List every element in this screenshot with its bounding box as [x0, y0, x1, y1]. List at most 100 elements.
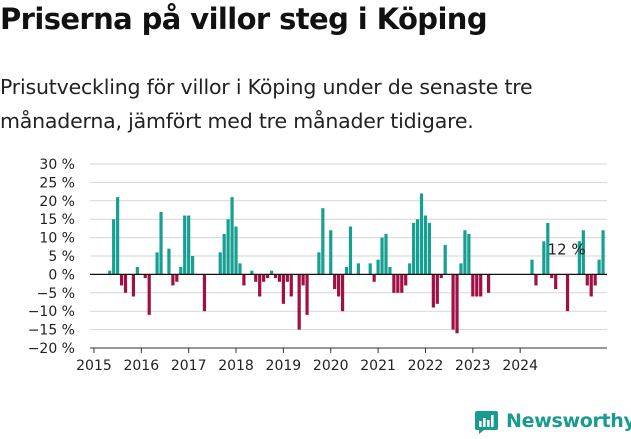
y-tick-label: 10 %	[39, 231, 75, 247]
x-tick-label: 2024	[502, 358, 538, 374]
bar	[404, 274, 408, 286]
bar	[443, 244, 447, 275]
y-tick-label: −5 %	[37, 286, 75, 302]
y-tick-label: 5 %	[48, 249, 75, 265]
bar	[356, 263, 360, 275]
bar	[392, 274, 396, 293]
bar	[301, 274, 305, 286]
bar	[542, 241, 546, 275]
bar	[376, 259, 380, 275]
bar	[400, 274, 404, 293]
bar	[171, 274, 175, 286]
bar	[348, 226, 353, 275]
bar	[344, 267, 349, 275]
bar	[230, 197, 234, 275]
x-tick-label: 2017	[171, 358, 207, 374]
y-tick-label: −20 %	[28, 341, 75, 357]
bar	[305, 274, 309, 315]
x-tick-label: 2019	[266, 358, 302, 374]
bar	[179, 267, 183, 275]
bar	[116, 197, 120, 275]
x-tick-label: 2021	[360, 358, 396, 374]
bar	[419, 193, 424, 275]
bar	[250, 270, 254, 275]
bar	[112, 219, 116, 275]
bar	[550, 274, 554, 279]
bar	[143, 274, 147, 279]
bar	[471, 274, 475, 297]
bar	[439, 274, 443, 279]
bar	[238, 263, 242, 275]
bar	[597, 259, 601, 275]
bar	[135, 267, 139, 275]
bar	[297, 274, 301, 330]
bar	[565, 274, 570, 312]
bar	[415, 219, 420, 275]
bar	[269, 270, 274, 275]
bar	[175, 274, 179, 282]
bar	[427, 222, 432, 275]
y-tick-label: 0 %	[48, 267, 75, 283]
bar	[380, 237, 384, 275]
bar	[368, 263, 372, 275]
bar	[183, 215, 187, 275]
bar	[159, 211, 163, 275]
chart-title: Priserna på villor steg i Köping	[0, 2, 488, 36]
bar	[155, 252, 159, 275]
x-tick-label: 2022	[408, 358, 444, 374]
bar	[254, 274, 258, 282]
bar	[277, 274, 282, 282]
bar	[372, 274, 376, 282]
bar	[147, 274, 151, 315]
newsworthy-logo-text: Newsworthy	[506, 410, 631, 432]
bar	[577, 241, 581, 275]
bar	[340, 274, 345, 312]
annotation-label: 12 %	[548, 240, 586, 258]
bar	[191, 256, 195, 275]
bar	[479, 274, 483, 297]
bar	[167, 248, 171, 275]
bar	[585, 274, 589, 286]
bar	[589, 274, 593, 297]
y-tick-label: −15 %	[28, 323, 75, 339]
bar	[131, 274, 136, 297]
bar	[329, 230, 333, 275]
y-tick-label: 20 %	[39, 194, 75, 210]
newsworthy-logo: Newsworthy	[474, 404, 631, 438]
bar	[463, 230, 467, 275]
bar-chart: 30 % 25 % 20 % 15 % 10 % 5 % 0 % −5 % −10 % −15 %…	[28, 157, 607, 374]
bar	[467, 233, 471, 275]
bar	[601, 230, 605, 275]
bar	[388, 267, 392, 275]
bar	[554, 274, 558, 290]
bar	[475, 274, 479, 297]
bar	[202, 274, 207, 312]
bar	[234, 226, 238, 275]
bar	[530, 259, 534, 275]
bar	[581, 230, 585, 275]
bar	[431, 274, 435, 308]
bar	[487, 274, 491, 293]
bar	[459, 263, 463, 275]
bar	[435, 274, 439, 304]
bar	[218, 252, 222, 275]
x-tick-label: 2015	[76, 358, 112, 374]
bar	[396, 274, 400, 293]
bar	[317, 252, 321, 275]
y-tick-label: 30 %	[39, 157, 75, 173]
bar	[222, 233, 226, 275]
bar	[337, 274, 341, 297]
bar	[534, 274, 538, 286]
y-tick-label: 25 %	[39, 175, 75, 191]
bar	[285, 274, 289, 282]
x-tick-label: 2020	[313, 358, 349, 374]
x-tick-label: 2018	[218, 358, 254, 374]
bar	[187, 215, 191, 275]
bar	[258, 274, 262, 297]
bar	[423, 215, 428, 275]
bar	[242, 274, 246, 286]
bar	[108, 270, 112, 275]
bar	[226, 219, 230, 275]
bar	[273, 274, 278, 279]
bar	[119, 274, 124, 286]
